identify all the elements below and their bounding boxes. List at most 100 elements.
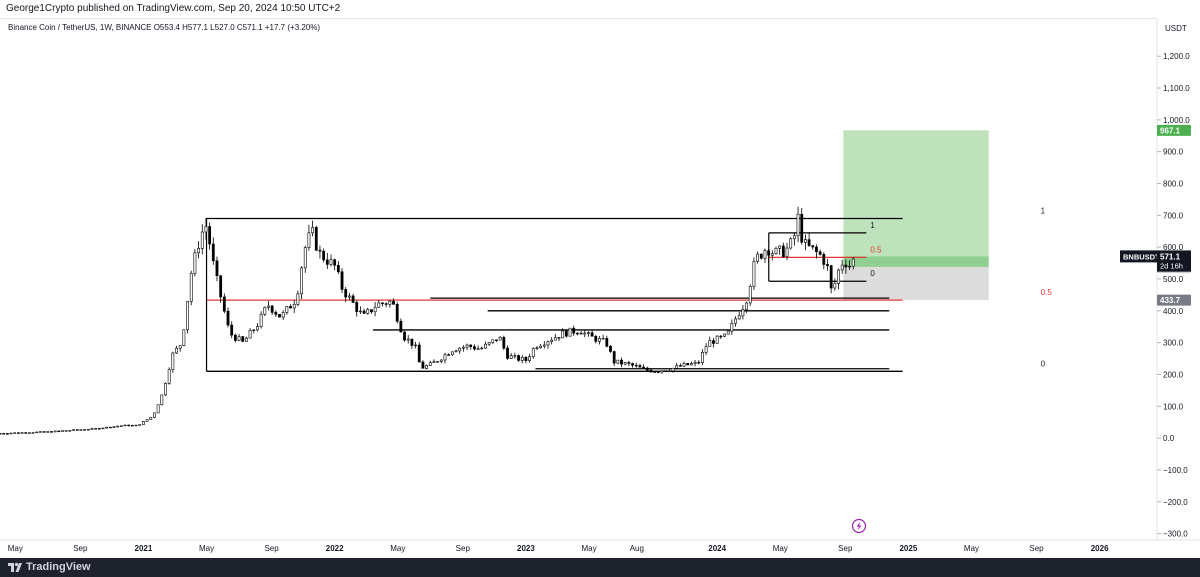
price-tick-label: −200.0 bbox=[1163, 498, 1188, 507]
candle-body bbox=[20, 432, 24, 434]
candle-body bbox=[186, 301, 189, 331]
candle-body bbox=[329, 259, 333, 265]
candle-body bbox=[270, 305, 274, 313]
candle-body bbox=[807, 239, 811, 246]
price-tick-label: 1,200.0 bbox=[1163, 52, 1190, 61]
candle-body bbox=[285, 306, 289, 313]
candle-body bbox=[296, 293, 300, 305]
candle-body bbox=[219, 275, 223, 298]
price-tick-label: 100.0 bbox=[1163, 402, 1184, 411]
candle-body bbox=[785, 247, 789, 258]
candle-body bbox=[767, 250, 771, 256]
candle-body bbox=[130, 424, 134, 427]
candle-body bbox=[68, 430, 72, 432]
candle-body bbox=[513, 355, 517, 357]
time-tick-label: May bbox=[773, 544, 788, 553]
candle-body bbox=[39, 431, 42, 433]
candle-body bbox=[267, 305, 270, 308]
price-tick-label: 400.0 bbox=[1163, 307, 1184, 316]
candle-body bbox=[517, 355, 520, 361]
candle-body bbox=[723, 333, 726, 337]
candle-body bbox=[325, 259, 329, 265]
candle-body bbox=[233, 334, 237, 341]
last-price-tag: 571.1 bbox=[1160, 252, 1181, 261]
candle-body bbox=[675, 365, 679, 369]
price-tick-label: 300.0 bbox=[1163, 339, 1184, 348]
candle-body bbox=[745, 302, 748, 310]
candle-body bbox=[127, 424, 131, 427]
candle-body bbox=[399, 320, 403, 333]
candle-body bbox=[134, 424, 138, 427]
candle-body bbox=[175, 347, 178, 354]
candle-body bbox=[756, 253, 760, 262]
price-axis-unit: USDT bbox=[1165, 24, 1187, 33]
candle-body bbox=[792, 235, 796, 240]
time-tick-label: May bbox=[390, 544, 405, 553]
candle-body bbox=[542, 344, 546, 347]
candle-body bbox=[469, 344, 473, 347]
candle-body bbox=[28, 432, 31, 434]
candle-body bbox=[75, 429, 79, 431]
candle-body bbox=[142, 421, 145, 425]
candle-body bbox=[539, 345, 543, 349]
price-chart[interactable]: 1 0.5 0 1 0.5 0 1,200.0 1,100.0 1,000.0 900.0 800… bbox=[0, 18, 1200, 558]
candle-body bbox=[701, 352, 704, 363]
candle-body bbox=[708, 340, 712, 347]
candle-body bbox=[24, 432, 28, 434]
candle-body bbox=[575, 332, 579, 335]
candle-body bbox=[804, 239, 807, 243]
candle-body bbox=[83, 429, 86, 431]
lightning-icon[interactable] bbox=[851, 518, 867, 534]
candle-body bbox=[237, 336, 241, 341]
price-tick-label: −300.0 bbox=[1163, 530, 1188, 539]
level-label: 0 bbox=[1041, 359, 1046, 368]
candle-body bbox=[197, 248, 200, 254]
candle-body bbox=[193, 252, 197, 274]
time-tick-label: May bbox=[581, 544, 596, 553]
candle-body bbox=[355, 302, 359, 312]
candle-body bbox=[826, 264, 829, 266]
candle-body bbox=[623, 362, 627, 365]
level-label: 1 bbox=[870, 221, 875, 230]
candle-body bbox=[502, 337, 506, 349]
candle-body bbox=[649, 369, 653, 373]
candle-body bbox=[484, 343, 487, 349]
time-tick-label: May bbox=[964, 544, 979, 553]
time-tick-label: May bbox=[8, 544, 23, 553]
candle-body bbox=[848, 265, 851, 268]
candle-body bbox=[300, 267, 303, 295]
candle-body bbox=[487, 342, 491, 345]
candle-body bbox=[5, 433, 9, 435]
candle-body bbox=[686, 362, 690, 366]
price-tick-label: −100.0 bbox=[1163, 466, 1188, 475]
candle-body bbox=[61, 430, 64, 432]
candle-body bbox=[837, 269, 840, 284]
candle-body bbox=[645, 367, 649, 371]
candle-body bbox=[303, 247, 307, 269]
candle-body bbox=[31, 432, 35, 434]
time-tick-label: Sep bbox=[73, 544, 88, 553]
candle-body bbox=[204, 226, 208, 233]
countdown-tag: 2d 16h bbox=[1160, 261, 1183, 270]
time-tick-label: Sep bbox=[456, 544, 471, 553]
candle-body bbox=[550, 339, 554, 342]
candle-body bbox=[660, 370, 664, 373]
candle-body bbox=[553, 337, 557, 341]
candle-body bbox=[612, 351, 616, 364]
candle-body bbox=[94, 428, 98, 430]
price-tick-label: 0.0 bbox=[1163, 434, 1175, 443]
candle-body bbox=[443, 354, 447, 361]
candle-body bbox=[509, 355, 513, 359]
candle-body bbox=[719, 335, 723, 338]
candle-body bbox=[406, 338, 410, 341]
candle-body bbox=[811, 245, 815, 248]
candle-body bbox=[778, 245, 782, 249]
candle-body bbox=[473, 346, 476, 350]
candle-body bbox=[381, 302, 384, 305]
candle-body bbox=[164, 383, 167, 396]
candle-body bbox=[627, 362, 631, 364]
candle-body bbox=[156, 404, 160, 414]
symbol-tag-bg bbox=[1120, 250, 1157, 263]
price-axis-panel[interactable] bbox=[1157, 18, 1200, 558]
chart-area[interactable]: 1 0.5 0 1 0.5 0 1,200.0 1,100.0 1,000.0 900.0 800… bbox=[0, 18, 1200, 558]
